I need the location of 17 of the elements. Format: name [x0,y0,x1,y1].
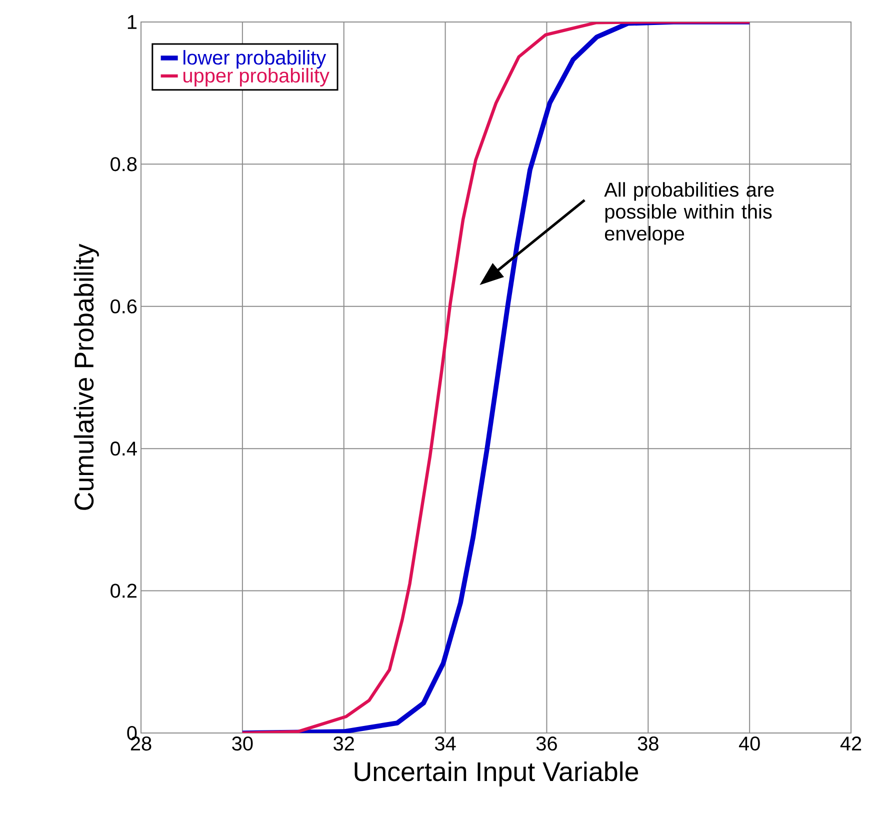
y-axis-title: Cumulative Probability [74,244,99,510]
y-tick-label: 0.2 [110,584,136,598]
legend-label: lower probability [184,50,326,69]
x-tick-label: 36 [536,736,557,751]
x-tick-label: 30 [232,736,253,751]
x-tick-label: 42 [840,736,862,750]
x-tick-label: 32 [334,736,354,751]
y-tick-label: 1 [128,15,137,29]
x-tick-label: 38 [638,736,658,751]
legend-label: upper probability [184,68,330,87]
x-tick-label: 34 [434,736,456,751]
x-tick-label: 40 [738,736,760,751]
y-tick-label: 0.8 [110,157,137,172]
y-tick-label: 0.4 [110,442,137,456]
annotation: All probabilities are possible within this envelope [604,182,774,245]
y-tick-label: 0.6 [110,299,137,314]
x-axis-title: Uncertain Input Variable [354,761,638,787]
